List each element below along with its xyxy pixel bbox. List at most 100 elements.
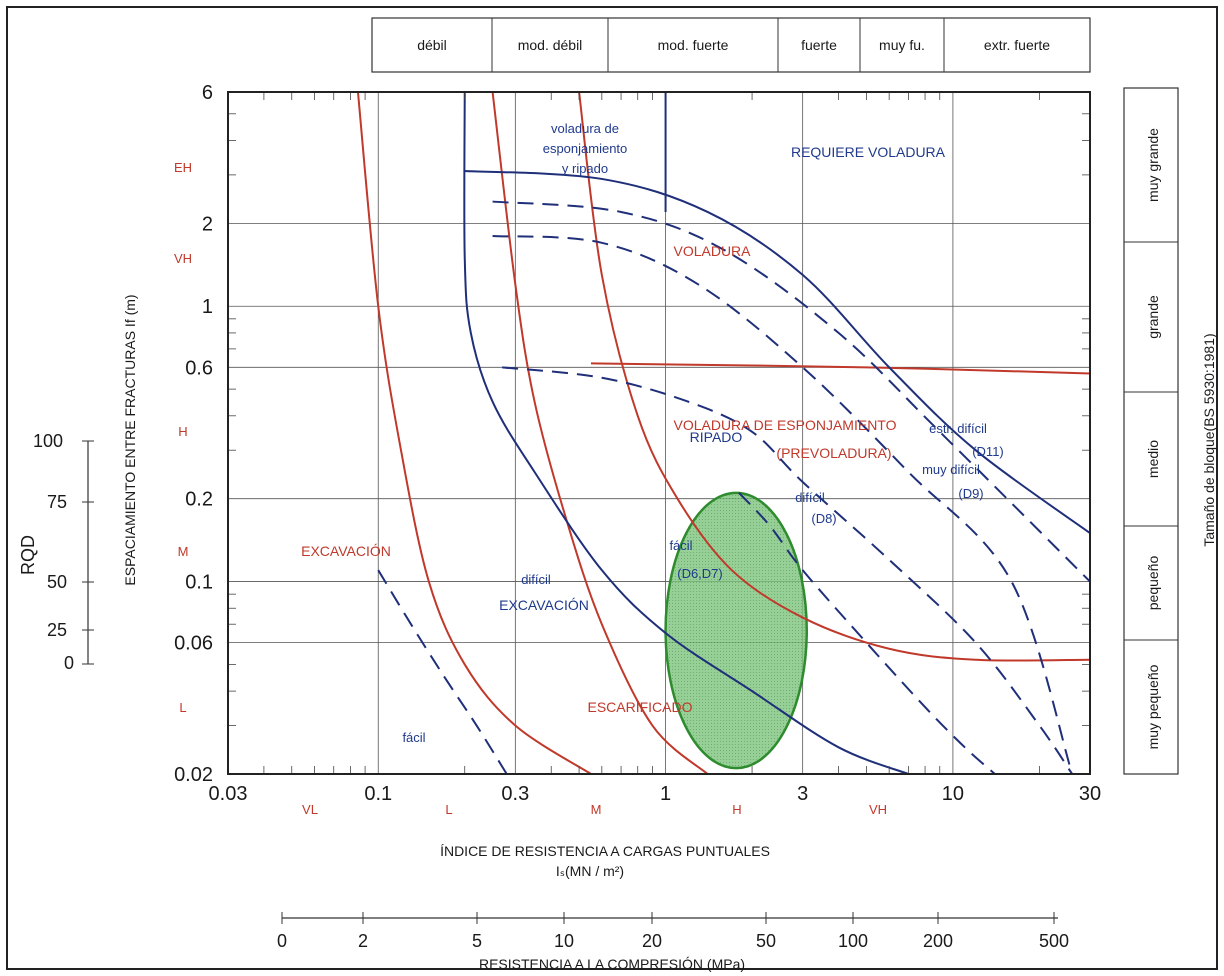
red-solid-boundary bbox=[590, 362, 1090, 375]
rqd-tick-label: 50 bbox=[47, 572, 67, 592]
ucs-axis-label: RESISTENCIA A LA COMPRESIÓN (MPa) bbox=[479, 956, 745, 972]
axis-ticks bbox=[228, 92, 1090, 774]
y-class-label: M bbox=[178, 544, 189, 559]
rqd-scale: 100 75 50 25 0 RQD bbox=[18, 431, 94, 673]
red-solid-boundary bbox=[578, 92, 1090, 662]
x-tick-labels: 0.03 0.1 0.3 1 3 10 30 bbox=[209, 783, 1102, 805]
y-tick-label: 0.06 bbox=[174, 633, 213, 655]
region-labels: EXCAVACIÓN ESCARIFICADO VOLADURA VOLADUR… bbox=[301, 121, 1004, 745]
ucs-tick-label: 200 bbox=[923, 931, 953, 951]
strength-class-label: fuerte bbox=[801, 37, 837, 53]
region-label-d9: (D9) bbox=[958, 486, 983, 501]
x-class-label: L bbox=[445, 802, 452, 817]
ucs-tick-label: 10 bbox=[554, 931, 574, 951]
x-tick-label: 0.3 bbox=[501, 783, 529, 805]
highlight-layer bbox=[664, 491, 809, 770]
region-label-voladura-esponjamiento-ripado: voladura de bbox=[551, 121, 619, 136]
region-label-d8: (D8) bbox=[811, 511, 836, 526]
strength-class-label: muy fu. bbox=[879, 37, 925, 53]
block-size-title: Tamaño de bloque(BS 5930:1981) bbox=[1201, 333, 1217, 546]
y-tick-label: 6 bbox=[202, 82, 213, 104]
ucs-tick-label: 0 bbox=[277, 931, 287, 951]
rqd-tick-label: 100 bbox=[33, 431, 63, 451]
x-class-label: M bbox=[591, 802, 602, 817]
rqd-axis-label: RQD bbox=[18, 535, 38, 575]
strength-class-label: mod. débil bbox=[518, 37, 583, 53]
region-label-requiere-voladura: REQUIERE VOLADURA bbox=[791, 144, 946, 160]
region-label-ripado: RIPADO bbox=[690, 429, 743, 445]
y-tick-labels: 6 2 1 0.6 0.2 0.1 0.06 0.02 bbox=[174, 82, 213, 786]
curves bbox=[356, 92, 1090, 774]
strength-class-label: mod. fuerte bbox=[658, 37, 729, 53]
region-label-dificil: difícil bbox=[795, 490, 825, 505]
region-label-voladura-esponjamiento: VOLADURA DE ESPONJAMIENTO bbox=[673, 417, 896, 433]
block-size-label: medio bbox=[1145, 440, 1161, 478]
x-class-label: VH bbox=[869, 802, 887, 817]
blue-dashed-boundary bbox=[492, 234, 1074, 774]
region-label-d6-d7: (D6,D7) bbox=[677, 566, 723, 581]
blue-solid-boundary bbox=[464, 169, 1090, 534]
region-label-voladura: VOLADURA bbox=[673, 243, 751, 259]
x-tick-label: 30 bbox=[1079, 783, 1101, 805]
block-size-label: muy grande bbox=[1145, 128, 1161, 202]
x-axis-unit: Iₛ(MN / m²) bbox=[556, 863, 624, 879]
y-tick-label: 1 bbox=[202, 296, 213, 318]
block-size-label: grande bbox=[1145, 295, 1161, 339]
ucs-tick-label: 5 bbox=[472, 931, 482, 951]
region-label-facil: fácil bbox=[669, 538, 692, 553]
x-tick-label: 3 bbox=[797, 783, 808, 805]
x-tick-label: 0.03 bbox=[209, 783, 248, 805]
y-class-label: EH bbox=[174, 160, 192, 175]
region-label-dificil-excavacion: difícil bbox=[521, 572, 551, 587]
ucs-tick-label: 20 bbox=[642, 931, 662, 951]
x-tick-label: 10 bbox=[942, 783, 964, 805]
highlight-ellipse bbox=[664, 491, 809, 770]
block-size-column: muy grande grande medio pequeño muy pequ… bbox=[1123, 87, 1217, 775]
block-size-label: muy pequeño bbox=[1145, 664, 1161, 749]
ucs-tick-label: 500 bbox=[1039, 931, 1069, 951]
region-label-excavacion: EXCAVACIÓN bbox=[301, 543, 391, 559]
x-tick-label: 0.1 bbox=[364, 783, 392, 805]
plot-frame bbox=[227, 91, 1091, 775]
y-class-label: H bbox=[178, 424, 187, 439]
rqd-tick-label: 25 bbox=[47, 620, 67, 640]
red-solid-boundary bbox=[356, 92, 592, 774]
region-label-d11: (D11) bbox=[972, 444, 1004, 459]
ucs-tick-label: 100 bbox=[838, 931, 868, 951]
blue-dashed-boundary bbox=[502, 366, 1073, 774]
x-class-label: VL bbox=[302, 802, 318, 817]
ucs-tick-label: 2 bbox=[358, 931, 368, 951]
region-label-muy-dificil: muy difícil bbox=[922, 462, 980, 477]
x-tick-label: 1 bbox=[660, 783, 671, 805]
y-class-label: VH bbox=[174, 251, 192, 266]
blue-dashed-boundary bbox=[738, 492, 996, 774]
blue-dashed-boundary bbox=[492, 200, 1090, 583]
blue-solid-boundary bbox=[463, 92, 909, 774]
y-tick-label: 0.1 bbox=[185, 572, 213, 594]
region-label-voladura-esponjamiento-ripado: esponjamiento bbox=[543, 141, 628, 156]
region-label-prevoladura: (PREVOLADURA) bbox=[776, 445, 891, 461]
strength-class-label: extr. fuerte bbox=[984, 37, 1050, 53]
y-tick-label: 0.02 bbox=[174, 764, 213, 786]
strength-class-header: débil mod. débil mod. fuerte fuerte muy … bbox=[371, 17, 1091, 73]
y-tick-label: 0.2 bbox=[185, 489, 213, 511]
x-class-label: H bbox=[732, 802, 741, 817]
strength-class-label: débil bbox=[417, 37, 447, 53]
region-label-dificil-excavacion: EXCAVACIÓN bbox=[499, 597, 589, 613]
figure-border bbox=[6, 6, 1218, 970]
region-label-voladura-esponjamiento-ripado: y ripado bbox=[562, 161, 608, 176]
blue-dashed-boundary bbox=[377, 569, 508, 774]
block-size-label: pequeño bbox=[1145, 556, 1161, 611]
region-label-escarificado: ESCARIFICADO bbox=[587, 699, 692, 715]
x-axis-label: ÍNDICE DE RESISTENCIA A CARGAS PUNTUALES bbox=[440, 843, 770, 859]
ucs-scale: 0 2 5 10 20 50 100 200 500 RESISTENCIA A… bbox=[277, 912, 1069, 972]
rqd-tick-label: 0 bbox=[64, 653, 74, 673]
y-class-label: L bbox=[179, 700, 186, 715]
y-tick-label: 0.6 bbox=[185, 357, 213, 379]
region-label-facil-low: fácil bbox=[402, 730, 425, 745]
rqd-tick-label: 75 bbox=[47, 492, 67, 512]
y-axis-label: ESPACIAMIENTO ENTRE FRACTURAS If (m) bbox=[122, 294, 138, 585]
ucs-tick-label: 50 bbox=[756, 931, 776, 951]
